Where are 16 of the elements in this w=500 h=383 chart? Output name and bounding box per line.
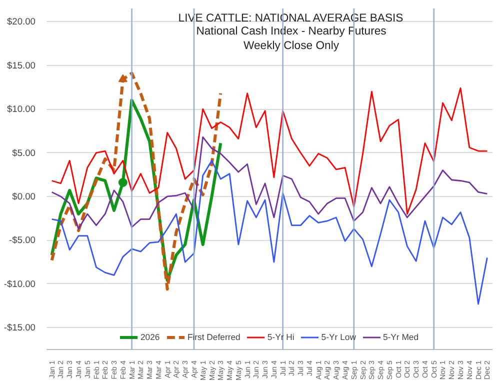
line-series <box>51 136 488 230</box>
y-tick-label: $0.00 <box>12 191 36 202</box>
line-series <box>51 87 488 215</box>
y-tick-label: -$10.00 <box>4 278 36 289</box>
legend-label: 5-Yr Med <box>382 332 419 342</box>
text: National Cash Index - Nearby Futures Weekly Close Only <box>196 26 387 52</box>
legend-label: 2026 <box>140 332 160 342</box>
chart-title: LIVE CATTLE: NATIONAL AVERAGE BASIS <box>178 12 404 24</box>
line-series <box>51 160 488 305</box>
y-tick-label: $20.00 <box>6 16 36 27</box>
line-series <box>50 72 222 291</box>
y-tick-label: -$5.00 <box>9 235 36 246</box>
y-tick-label: -$15.00 <box>4 322 36 333</box>
y-tick-label: $15.00 <box>6 60 36 70</box>
y-tick-label: $5.00 <box>12 148 36 158</box>
y-tick-label: $10.00 <box>6 104 36 114</box>
